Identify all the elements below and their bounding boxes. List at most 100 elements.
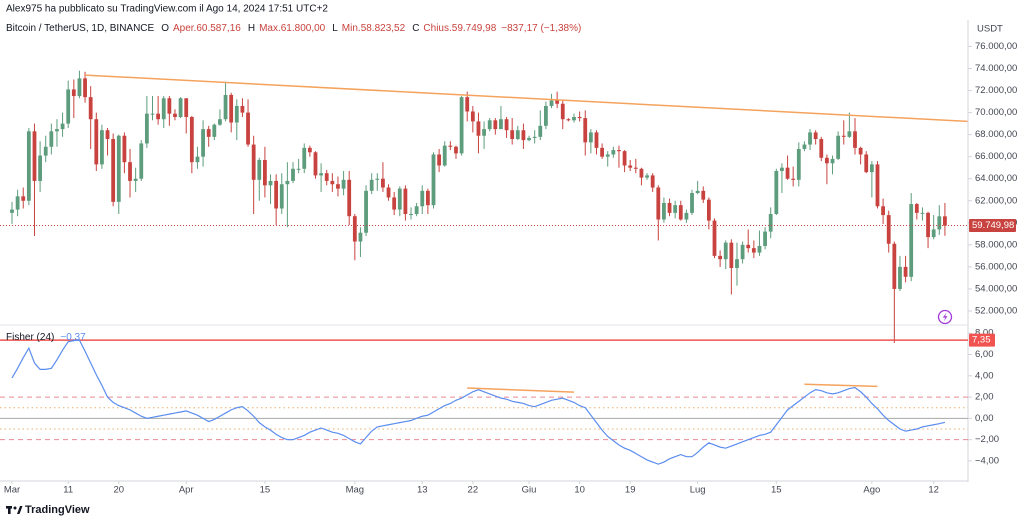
y-tick-label: 70.000,00: [975, 107, 1017, 118]
legend: Bitcoin / TetherUS, 1D, BINANCE O Aper.60.…: [6, 23, 581, 34]
candle-body: [504, 119, 509, 131]
candle-body: [425, 190, 430, 206]
candle-body: [841, 135, 846, 137]
candle-body: [459, 97, 464, 154]
candle-body: [336, 184, 340, 189]
candle-body: [201, 129, 205, 157]
candle-body: [352, 216, 357, 242]
y-tick-label: 0,00: [975, 413, 994, 424]
candle-body: [493, 120, 498, 130]
candle-body: [926, 212, 930, 238]
candle-body: [937, 216, 942, 230]
candle-body: [397, 188, 402, 210]
candle-body: [622, 151, 627, 166]
candle-body: [656, 187, 661, 220]
candle-body: [229, 94, 234, 123]
x-tick-label: 13: [417, 485, 428, 496]
symbol: Bitcoin / TetherUS, 1D, BINANCE: [6, 23, 155, 34]
y-tick-label: 6,00: [975, 349, 994, 360]
candle-body: [26, 131, 31, 201]
x-tick-label: Apr: [179, 485, 194, 496]
candle-body: [695, 190, 700, 194]
candle-body: [583, 118, 588, 143]
y-tick-label: 66.000,00: [975, 151, 1017, 162]
candle-body: [375, 178, 380, 180]
fisher-line: [11, 339, 946, 465]
candle-body: [600, 147, 604, 157]
ohlc-key: C: [412, 23, 419, 34]
candle-body: [499, 119, 503, 130]
candle-body: [313, 152, 318, 176]
y-tick-label: 64.000,00: [975, 173, 1017, 184]
candle-body: [234, 105, 239, 123]
candle-body: [83, 78, 87, 98]
candle-body: [420, 190, 425, 207]
x-tick-label: 22: [468, 485, 479, 496]
candle-body: [706, 199, 711, 221]
candle-body: [487, 120, 492, 130]
candle-body: [10, 209, 14, 213]
candle-body: [853, 131, 857, 148]
candle-body: [156, 113, 161, 120]
x-tick-label: Mar: [4, 485, 20, 496]
candle-body: [701, 190, 706, 200]
candle-body: [673, 205, 678, 213]
candle-body: [628, 165, 633, 168]
candle-body: [55, 129, 59, 132]
y-tick-label: 56.000,00: [975, 261, 1017, 272]
candle-body: [392, 197, 397, 210]
candle-body: [167, 98, 172, 114]
candle-body: [139, 143, 144, 179]
candle-body: [291, 168, 295, 181]
candle-body: [527, 137, 531, 141]
ohlc-value: Min.58.823,52: [342, 23, 406, 34]
candle-body: [414, 206, 419, 214]
alert-bolt: [942, 312, 948, 322]
candle-body: [555, 100, 560, 104]
candle-body: [650, 175, 655, 188]
publisher: Alex975 ha pubblicato su TradingView.com…: [6, 4, 328, 15]
last-price-box: [969, 219, 1016, 233]
y-tick-label: 54.000,00: [975, 283, 1017, 294]
trend-line: [85, 74, 968, 123]
trend-line: [804, 383, 878, 388]
indicator-legend: Fisher (24) −0,37: [6, 332, 86, 343]
candle-body: [71, 89, 76, 97]
candle-body: [43, 146, 48, 156]
candle-body: [246, 112, 250, 145]
y-tick-label: 72.000,00: [975, 85, 1017, 96]
candle-body: [515, 130, 520, 140]
candle-body: [819, 139, 824, 158]
candle-body: [279, 184, 284, 209]
candle-body: [15, 196, 20, 210]
candle-body: [285, 180, 290, 185]
y-tick-label: 52.000,00: [975, 305, 1017, 316]
brand-logo: [6, 506, 23, 514]
candle-body: [274, 180, 279, 209]
candle-body: [319, 173, 323, 176]
candle-body: [740, 244, 745, 260]
candle-body: [347, 179, 352, 217]
candle-body: [886, 215, 891, 244]
candle-body: [448, 145, 453, 147]
candle-body: [594, 132, 599, 148]
y-tick-label: 2,00: [975, 392, 994, 403]
candle-body: [645, 175, 649, 178]
candle-body: [903, 266, 908, 277]
candle-body: [712, 220, 717, 256]
y-tick-label: −2,00: [975, 434, 999, 445]
candle-body: [116, 135, 121, 202]
alert-icon[interactable]: [937, 309, 953, 325]
candle-body: [465, 97, 470, 112]
candle-body: [218, 119, 222, 125]
candle-body: [746, 244, 751, 249]
candle-body: [920, 212, 925, 214]
candle-body: [330, 180, 335, 185]
candle-body: [173, 113, 177, 117]
candle-body: [791, 178, 796, 180]
x-tick-label: 19: [625, 485, 636, 496]
candle-body: [60, 123, 65, 130]
candle-body: [667, 202, 672, 213]
